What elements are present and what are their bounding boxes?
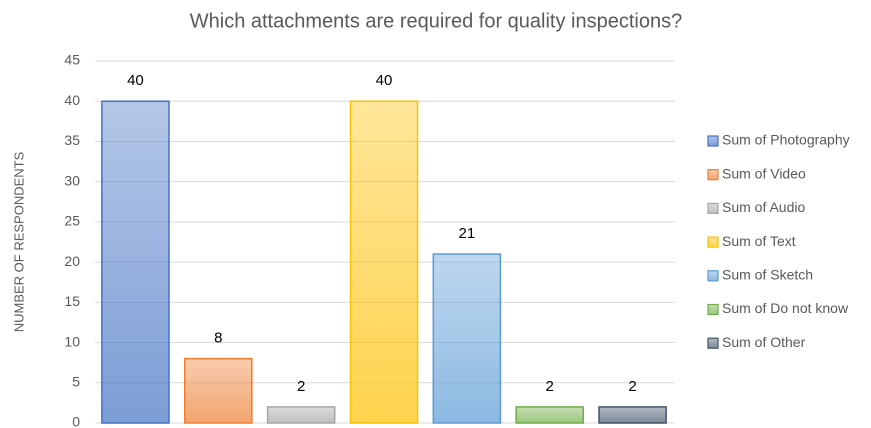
y-tick-label: 25 — [64, 213, 80, 229]
bar — [515, 406, 585, 424]
legend-swatch — [707, 337, 719, 349]
y-tick-label: 0 — [72, 414, 80, 428]
y-tick-label: 5 — [72, 373, 80, 389]
data-label: 8 — [214, 330, 222, 347]
chart-title: Which attachments are required for quali… — [190, 10, 682, 32]
data-label: 40 — [376, 72, 393, 89]
data-label: 40 — [127, 72, 144, 89]
legend-swatch — [707, 270, 719, 282]
bar — [432, 253, 502, 424]
legend-swatch — [707, 303, 719, 316]
y-tick-label: 20 — [64, 253, 80, 269]
bar — [101, 100, 170, 424]
legend-label: Sum of Audio — [722, 199, 805, 215]
y-tick-label: 40 — [64, 92, 80, 108]
bar — [598, 406, 667, 424]
legend-label: Sum of Other — [722, 334, 806, 350]
data-label: 21 — [459, 225, 476, 242]
bar — [266, 406, 336, 424]
legend-swatch — [707, 236, 719, 248]
data-label: 2 — [297, 378, 305, 395]
legend-swatch — [707, 135, 719, 147]
legend-label: Sum of Sketch — [722, 267, 813, 283]
y-tick-label: 30 — [64, 172, 80, 188]
y-tick-label: 15 — [64, 293, 80, 309]
bar — [183, 357, 253, 424]
y-tick-label: 35 — [64, 132, 80, 148]
y-axis-label: NUMBER OF RESPONDENTS — [11, 151, 26, 332]
y-tick-label: 45 — [64, 52, 80, 68]
data-label: 2 — [546, 378, 554, 395]
legend-swatch — [707, 202, 719, 214]
legend-label: Sum of Text — [722, 233, 796, 249]
legend-label: Sum of Photography — [722, 132, 850, 148]
y-tick-label: 10 — [64, 333, 80, 349]
legend-label: Sum of Video — [722, 165, 806, 181]
data-label: 2 — [628, 378, 636, 395]
bar — [349, 100, 419, 424]
legend-swatch — [707, 169, 719, 181]
legend-label: Sum of Do not know — [722, 300, 849, 316]
